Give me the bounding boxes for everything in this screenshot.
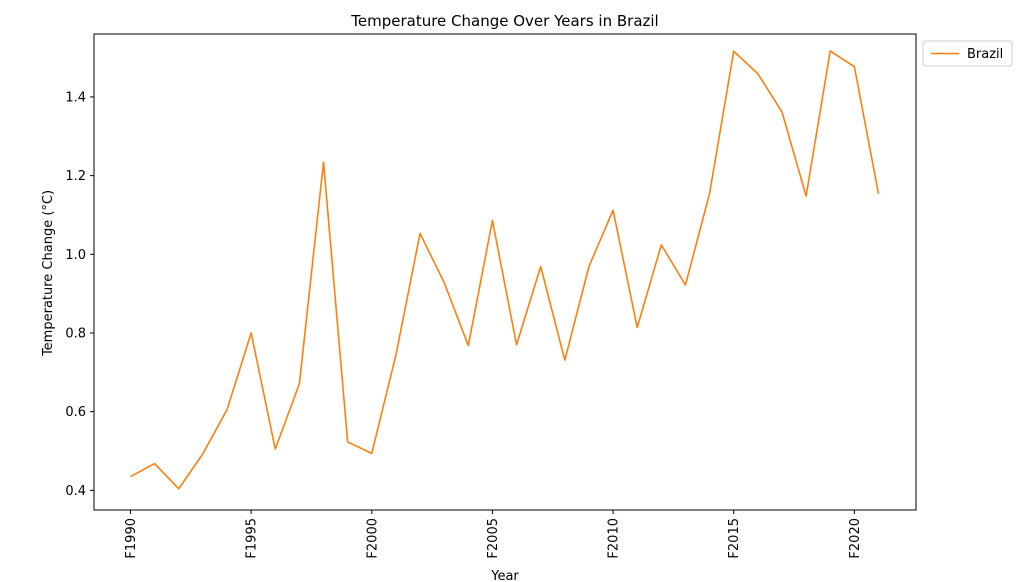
x-axis-title: Year — [490, 569, 519, 582]
plot-frame — [93, 33, 917, 511]
y-axis-title: Temperature Change (°C) — [41, 190, 56, 357]
x-tick-label: F1995 — [245, 518, 260, 559]
y-tick-label: 0.6 — [65, 405, 86, 420]
x-tick-label: F2005 — [486, 518, 501, 559]
x-tick-label: F2015 — [727, 518, 742, 559]
legend-box — [922, 40, 1013, 67]
axes: 0.4 0.6 0.8 1.0 1.2 1.4 F1990 F1995 F2000 F2005 F2… — [65, 33, 917, 559]
y-tick-label: 0.8 — [65, 326, 86, 341]
x-tick-label: F2000 — [365, 518, 380, 559]
chart-title: Temperature Change Over Years in Brazil — [350, 12, 658, 30]
x-tick-label: F2010 — [607, 518, 622, 559]
y-tick-label: 0.4 — [65, 484, 86, 499]
legend: Brazil — [922, 40, 1013, 67]
series-line-0 — [130, 50, 880, 490]
x-tick-label: F1990 — [124, 518, 139, 559]
plot-area — [130, 50, 880, 490]
y-tick-label: 1.4 — [65, 90, 86, 105]
x-tick-label: F2020 — [848, 518, 863, 559]
y-tick-label: 1.0 — [65, 248, 86, 263]
y-tick-label: 1.2 — [65, 169, 86, 184]
legend-label: Brazil — [967, 47, 1003, 62]
